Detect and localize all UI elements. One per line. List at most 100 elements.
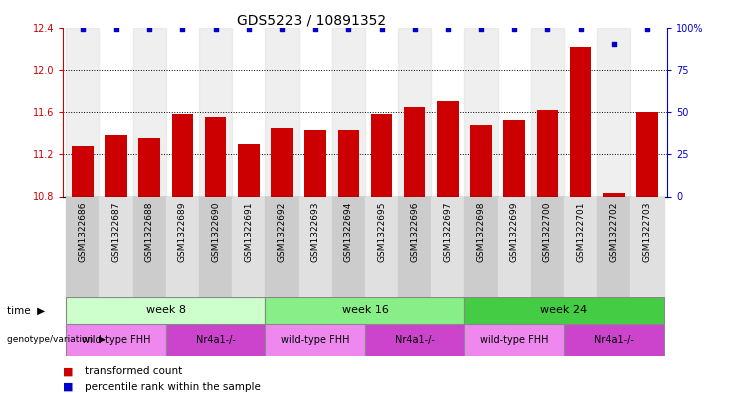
- Text: GSM1322689: GSM1322689: [178, 202, 187, 262]
- Bar: [305, 130, 326, 196]
- Text: Nr4a1-/-: Nr4a1-/-: [594, 335, 634, 345]
- Text: GSM1322697: GSM1322697: [443, 202, 453, 262]
- Bar: [338, 130, 359, 196]
- Bar: [199, 196, 232, 297]
- Point: [608, 41, 619, 48]
- Text: GSM1322688: GSM1322688: [144, 202, 154, 262]
- Bar: [99, 196, 133, 297]
- Text: genotype/variation  ▶: genotype/variation ▶: [7, 336, 106, 344]
- Text: GSM1322700: GSM1322700: [543, 202, 552, 262]
- Bar: [531, 28, 564, 196]
- Point: [508, 26, 520, 32]
- Text: GSM1322686: GSM1322686: [79, 202, 87, 262]
- Bar: [105, 135, 127, 196]
- Bar: [465, 28, 498, 196]
- Point: [442, 26, 453, 32]
- Point: [309, 26, 321, 32]
- Bar: [265, 28, 299, 196]
- Bar: [139, 138, 160, 196]
- Bar: [536, 110, 558, 196]
- Point: [77, 26, 89, 32]
- Text: GSM1322694: GSM1322694: [344, 202, 353, 262]
- Text: GSM1322692: GSM1322692: [277, 202, 287, 262]
- Text: GSM1322702: GSM1322702: [609, 202, 618, 262]
- Bar: [265, 297, 465, 324]
- Bar: [66, 297, 265, 324]
- Text: Nr4a1-/-: Nr4a1-/-: [395, 335, 435, 345]
- Bar: [564, 196, 597, 297]
- Bar: [637, 112, 658, 196]
- Point: [210, 26, 222, 32]
- Bar: [597, 28, 631, 196]
- Text: week 24: week 24: [540, 305, 588, 316]
- Text: GSM1322699: GSM1322699: [510, 202, 519, 262]
- Bar: [133, 196, 166, 297]
- Text: GSM1322698: GSM1322698: [476, 202, 485, 262]
- Bar: [465, 324, 564, 356]
- Bar: [66, 324, 166, 356]
- Bar: [570, 46, 591, 196]
- Text: week 8: week 8: [146, 305, 186, 316]
- Bar: [471, 125, 492, 196]
- Text: GSM1322690: GSM1322690: [211, 202, 220, 262]
- Text: wild-type FHH: wild-type FHH: [281, 335, 350, 345]
- Text: GSM1322703: GSM1322703: [642, 202, 651, 262]
- Bar: [465, 196, 498, 297]
- Bar: [66, 28, 99, 196]
- Bar: [166, 196, 199, 297]
- Text: ■: ■: [63, 382, 73, 392]
- Text: wild-type FHH: wild-type FHH: [82, 335, 150, 345]
- Bar: [370, 114, 392, 196]
- Bar: [437, 101, 459, 196]
- Text: GSM1322701: GSM1322701: [576, 202, 585, 262]
- Bar: [265, 196, 299, 297]
- Point: [409, 26, 421, 32]
- Bar: [72, 146, 93, 196]
- Bar: [465, 297, 664, 324]
- Text: GSM1322695: GSM1322695: [377, 202, 386, 262]
- Bar: [365, 324, 465, 356]
- Point: [243, 26, 255, 32]
- Bar: [271, 128, 293, 196]
- Bar: [498, 196, 531, 297]
- Bar: [205, 117, 227, 196]
- Bar: [299, 196, 332, 297]
- Text: GSM1322696: GSM1322696: [411, 202, 419, 262]
- Text: time  ▶: time ▶: [7, 305, 45, 316]
- Bar: [431, 196, 465, 297]
- Text: Nr4a1-/-: Nr4a1-/-: [196, 335, 236, 345]
- Point: [342, 26, 354, 32]
- Bar: [238, 144, 259, 196]
- Bar: [332, 196, 365, 297]
- Bar: [531, 196, 564, 297]
- Bar: [503, 121, 525, 196]
- Point: [276, 26, 288, 32]
- Bar: [398, 196, 431, 297]
- Text: wild-type FHH: wild-type FHH: [480, 335, 548, 345]
- Point: [376, 26, 388, 32]
- Text: GDS5223 / 10891352: GDS5223 / 10891352: [236, 14, 386, 28]
- Text: ■: ■: [63, 366, 73, 376]
- Bar: [603, 193, 625, 196]
- Bar: [564, 324, 664, 356]
- Bar: [172, 114, 193, 196]
- Point: [542, 26, 554, 32]
- Bar: [332, 28, 365, 196]
- Text: GSM1322693: GSM1322693: [310, 202, 319, 262]
- Bar: [597, 196, 631, 297]
- Text: week 16: week 16: [342, 305, 388, 316]
- Bar: [398, 28, 431, 196]
- Bar: [66, 196, 99, 297]
- Text: percentile rank within the sample: percentile rank within the sample: [85, 382, 261, 392]
- Bar: [199, 28, 232, 196]
- Point: [143, 26, 155, 32]
- Bar: [365, 196, 398, 297]
- Point: [176, 26, 188, 32]
- Point: [575, 26, 587, 32]
- Bar: [631, 196, 664, 297]
- Bar: [404, 107, 425, 196]
- Point: [110, 26, 122, 32]
- Bar: [166, 324, 265, 356]
- Bar: [133, 28, 166, 196]
- Point: [475, 26, 487, 32]
